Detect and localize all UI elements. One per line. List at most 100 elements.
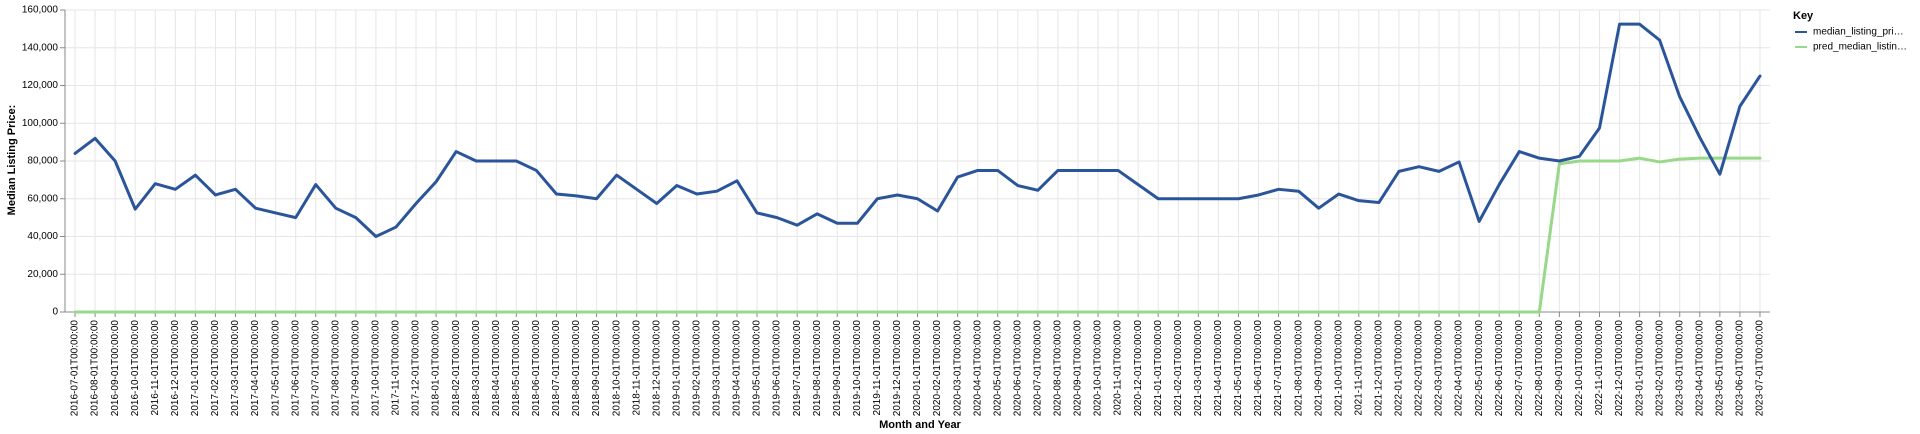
- x-tick-label: 2020-06-01T00:00:00: [1012, 320, 1023, 417]
- x-tick-label: 2016-08-01T00:00:00: [90, 320, 101, 417]
- legend: Key median_listing_pri… pred_median_listi…: [1793, 10, 1907, 53]
- y-tick-label: 140,000: [22, 42, 59, 53]
- x-tick-label: 2018-11-01T00:00:00: [631, 320, 642, 416]
- x-tick-label: 2019-02-01T00:00:00: [691, 320, 702, 417]
- x-tick-label: 2018-02-01T00:00:00: [451, 320, 462, 417]
- x-axis-title: Month and Year: [879, 419, 961, 431]
- x-tick-label: 2016-10-01T00:00:00: [130, 320, 141, 417]
- x-tick-label: 2017-05-01T00:00:00: [270, 320, 281, 417]
- y-tick-label: 100,000: [22, 118, 59, 129]
- x-tick-label: 2017-01-01T00:00:00: [190, 320, 201, 417]
- series-line-0: [73, 22, 1762, 238]
- x-tick-label: 2021-03-01T00:00:00: [1193, 320, 1204, 417]
- x-tick-label: 2021-07-01T00:00:00: [1273, 320, 1284, 417]
- x-tick-label: 2019-06-01T00:00:00: [772, 320, 783, 417]
- x-tick-label: 2018-01-01T00:00:00: [431, 320, 442, 417]
- x-tick-label: 2021-05-01T00:00:00: [1233, 320, 1244, 417]
- x-tick-label: 2018-08-01T00:00:00: [571, 320, 582, 417]
- x-tick-label: 2021-11-01T00:00:00: [1353, 320, 1364, 416]
- x-tick-label: 2020-04-01T00:00:00: [972, 320, 983, 417]
- x-tick-label: 2019-12-01T00:00:00: [892, 320, 903, 417]
- x-tick-label: 2023-03-01T00:00:00: [1674, 320, 1685, 417]
- x-tick-label: 2018-06-01T00:00:00: [531, 320, 542, 417]
- y-tick-label: 40,000: [27, 231, 58, 242]
- x-tick-label: 2017-10-01T00:00:00: [371, 320, 382, 417]
- x-tick-label: 2021-06-01T00:00:00: [1253, 320, 1264, 417]
- x-tick-label: 2022-02-01T00:00:00: [1414, 320, 1425, 417]
- x-tick-label: 2021-08-01T00:00:00: [1293, 320, 1304, 417]
- x-tick-label: 2018-05-01T00:00:00: [511, 320, 522, 417]
- x-tick-label: 2017-04-01T00:00:00: [250, 320, 261, 417]
- x-tick-label: 2017-09-01T00:00:00: [350, 320, 361, 417]
- y-tick-label: 120,000: [22, 80, 59, 91]
- x-tick-label: 2019-09-01T00:00:00: [832, 320, 843, 417]
- x-tick-label: 2018-10-01T00:00:00: [611, 320, 622, 417]
- x-tick-label: 2017-03-01T00:00:00: [230, 320, 241, 417]
- y-tick-label: 80,000: [27, 156, 58, 167]
- x-tick-label: 2022-09-01T00:00:00: [1554, 320, 1565, 417]
- y-tick-label: 20,000: [27, 269, 58, 280]
- y-tick-label: 160,000: [22, 5, 59, 16]
- x-tick-label: 2020-01-01T00:00:00: [912, 320, 923, 417]
- legend-label: median_listing_pri…: [1813, 27, 1904, 38]
- x-tick-label: 2017-02-01T00:00:00: [210, 320, 221, 417]
- x-tick-label: 2017-11-01T00:00:00: [391, 320, 402, 416]
- x-tick-label: 2021-09-01T00:00:00: [1313, 320, 1324, 417]
- legend-title: Key: [1793, 10, 1814, 22]
- series-lines: [73, 22, 1762, 314]
- x-tick-label: 2019-03-01T00:00:00: [712, 320, 723, 417]
- x-tick-label: 2022-05-01T00:00:00: [1474, 320, 1485, 417]
- legend-label: pred_median_listin…: [1813, 42, 1907, 53]
- x-tick-label: 2022-11-01T00:00:00: [1594, 320, 1605, 416]
- x-tick-label: 2021-01-01T00:00:00: [1153, 320, 1164, 417]
- x-tick-label: 2019-01-01T00:00:00: [671, 320, 682, 417]
- x-tick-label: 2017-06-01T00:00:00: [290, 320, 301, 417]
- x-tick-label: 2023-01-01T00:00:00: [1634, 320, 1645, 417]
- x-tick-label: 2018-12-01T00:00:00: [651, 320, 662, 417]
- x-tick-label: 2019-05-01T00:00:00: [752, 320, 763, 417]
- x-tick-label: 2021-04-01T00:00:00: [1213, 320, 1224, 417]
- x-tick-label: 2022-03-01T00:00:00: [1434, 320, 1445, 417]
- x-tick-label: 2018-04-01T00:00:00: [491, 320, 502, 417]
- x-tick-label: 2020-10-01T00:00:00: [1093, 320, 1104, 417]
- x-tick-label: 2018-03-01T00:00:00: [471, 320, 482, 417]
- x-tick-label: 2022-12-01T00:00:00: [1614, 320, 1625, 417]
- x-tick-label: 2021-12-01T00:00:00: [1373, 320, 1384, 417]
- x-tick-label: 2022-10-01T00:00:00: [1574, 320, 1585, 417]
- x-tick-label: 2023-04-01T00:00:00: [1694, 320, 1705, 417]
- y-axis: 0 20,000 40,000 60,000 80,000 100,000 120,000 1…: [22, 5, 66, 318]
- x-tick-label: 2019-07-01T00:00:00: [792, 320, 803, 417]
- x-tick-label: 2018-07-01T00:00:00: [551, 320, 562, 417]
- x-tick-label: 2023-02-01T00:00:00: [1654, 320, 1665, 417]
- x-tick-label: 2023-05-01T00:00:00: [1714, 320, 1725, 417]
- x-tick-label: 2019-08-01T00:00:00: [812, 320, 823, 417]
- x-tick-label: 2022-06-01T00:00:00: [1494, 320, 1505, 417]
- x-tick-label: 2018-09-01T00:00:00: [591, 320, 602, 417]
- x-tick-label: 2021-10-01T00:00:00: [1333, 320, 1344, 417]
- x-tick-label: 2023-07-01T00:00:00: [1755, 320, 1766, 417]
- x-tick-label: 2020-09-01T00:00:00: [1073, 320, 1084, 417]
- x-tick-label: 2019-11-01T00:00:00: [872, 320, 883, 416]
- x-tick-label: 2022-01-01T00:00:00: [1394, 320, 1405, 417]
- x-tick-label: 2017-08-01T00:00:00: [330, 320, 341, 417]
- x-tick-label: 2022-08-01T00:00:00: [1534, 320, 1545, 417]
- x-tick-label: 2023-06-01T00:00:00: [1735, 320, 1746, 417]
- x-tick-label: 2022-07-01T00:00:00: [1514, 320, 1525, 417]
- x-tick-label: 2017-07-01T00:00:00: [310, 320, 321, 417]
- x-tick-label: 2016-12-01T00:00:00: [170, 320, 181, 417]
- x-tick-label: 2016-07-01T00:00:00: [70, 320, 81, 417]
- x-tick-label: 2020-03-01T00:00:00: [952, 320, 963, 417]
- x-tick-label: 2016-11-01T00:00:00: [150, 320, 161, 416]
- x-tick-label: 2020-12-01T00:00:00: [1133, 320, 1144, 417]
- x-tick-label: 2021-02-01T00:00:00: [1173, 320, 1184, 417]
- x-tick-label: 2017-12-01T00:00:00: [411, 320, 422, 417]
- x-axis: 2016-07-01T00:00:00 2016-08-01T00:00:00 20…: [65, 311, 1770, 417]
- x-tick-label: 2020-05-01T00:00:00: [992, 320, 1003, 417]
- y-tick-label: 60,000: [27, 193, 58, 204]
- x-tick-label: 2020-11-01T00:00:00: [1113, 320, 1124, 416]
- x-tick-label: 2020-02-01T00:00:00: [932, 320, 943, 417]
- series-line-1: [73, 156, 1762, 314]
- x-tick-label: 2022-04-01T00:00:00: [1454, 320, 1465, 417]
- x-tick-label: 2016-09-01T00:00:00: [110, 320, 121, 417]
